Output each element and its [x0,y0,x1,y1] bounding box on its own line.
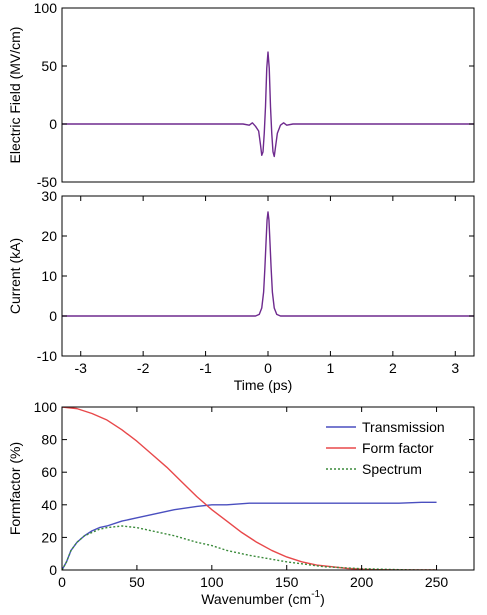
x-tick-label: 200 [350,574,374,590]
chart-panel-1: -50 0 50 100 Electric Field (MV/cm) [7,0,475,190]
y-tick-label: 60 [41,464,57,480]
series-line-1 [62,211,474,317]
y-tick-label: 0 [49,308,57,324]
y-axis-title: Formfactor (%) [7,442,23,535]
y-axis-title: Current (kA) [7,238,23,314]
y-tick-label: -50 [37,174,57,190]
y-tick-label: 20 [41,228,57,244]
y-tick-label: 100 [34,0,58,16]
legend-label-spectrum: Spectrum [362,461,422,477]
y-axis-title: Electric Field (MV/cm) [7,27,23,164]
y-tick-label: 100 [34,399,58,415]
x-tick-label: 250 [425,574,449,590]
y-tick-label: 50 [41,58,57,74]
x-axis-title-superscript: -1 [311,589,320,600]
x-tick-label: 1 [327,360,335,376]
y-tick-label: -10 [37,348,57,364]
legend-label-form-factor: Form factor [362,440,434,456]
y-tick-label: 0 [49,116,57,132]
x-tick-label: -3 [75,360,88,376]
x-tick-label: 2 [389,360,397,376]
y-tick-label: 40 [41,497,57,513]
axes-box [61,195,475,357]
chart-panel-3: 0 20 40 60 80 100 0 50 100 150 200 250 Formfactor (%… [7,399,475,607]
x-axis-title: Time (ps) [234,377,293,393]
y-tick-label: 0 [49,562,57,578]
x-tick-label: 150 [275,574,299,590]
x-tick-label: -2 [137,360,150,376]
x-tick-label: 50 [129,574,145,590]
series-line-1 [62,51,474,158]
legend-label-transmission: Transmission [362,419,445,435]
axes-box [61,7,475,183]
x-axis-title-text: Time (ps) [234,377,293,393]
x-tick-label: 0 [58,574,66,590]
x-tick-label: 3 [451,360,459,376]
x-axis-title-text: Wavenumber (cm [201,591,311,607]
axes-box [61,406,475,571]
y-tick-label: 20 [41,529,57,545]
series-line-spectrum [62,525,437,570]
x-tick-label: 0 [264,360,272,376]
y-tick-label: 80 [41,432,57,448]
y-tick-label: 30 [41,188,57,204]
x-tick-label: -1 [199,360,212,376]
x-axis-title-end: ) [320,591,325,607]
x-tick-label: 100 [200,574,224,590]
series-line-transmission [62,501,437,570]
x-axis-title: Wavenumber (cm-1) [201,589,325,607]
y-tick-label: 10 [41,268,57,284]
